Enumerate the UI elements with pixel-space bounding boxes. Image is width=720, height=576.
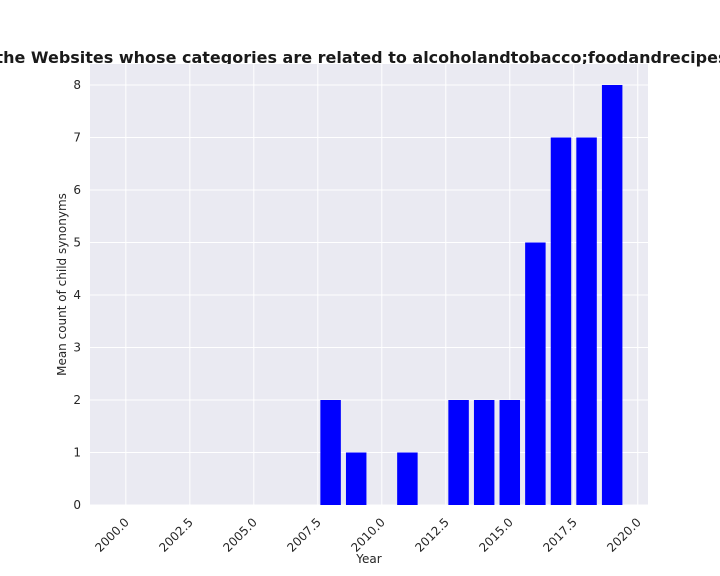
y-tick-label: 0 xyxy=(73,498,81,512)
bar xyxy=(525,242,546,505)
bar xyxy=(576,137,597,505)
bar xyxy=(448,400,469,505)
bar xyxy=(499,400,521,505)
x-tick-labels: 2000.0 2002.5 2005.0 2007.5 2010.0 2012.5 2015… xyxy=(92,515,644,555)
x-tick-label: 2005.0 xyxy=(220,515,260,555)
y-tick-label: 3 xyxy=(73,341,81,355)
y-tick-label: 7 xyxy=(73,131,81,145)
x-tick-label: 2010.0 xyxy=(348,515,388,555)
x-tick-label: 2002.5 xyxy=(156,515,196,555)
bar xyxy=(550,137,572,505)
y-tick-label: 4 xyxy=(73,288,81,302)
x-axis-label: Year xyxy=(355,552,381,566)
chart-title: Distribution of the Privacy Policies ove… xyxy=(0,48,720,67)
x-tick-label: 2000.0 xyxy=(92,515,132,555)
x-tick-label: 2007.5 xyxy=(284,515,324,555)
bar xyxy=(601,85,623,505)
bar xyxy=(345,452,367,505)
y-tick-label: 8 xyxy=(73,78,81,92)
y-axis-label: Mean count of child synonyms xyxy=(55,193,69,376)
x-tick-label: 2020.0 xyxy=(604,515,644,555)
y-tick-label: 6 xyxy=(73,183,81,197)
bars xyxy=(320,85,623,505)
y-tick-label: 1 xyxy=(73,446,81,460)
bar xyxy=(320,400,341,505)
x-tick-label: 2015.0 xyxy=(476,515,516,555)
bar xyxy=(473,400,495,505)
x-tick-label: 2017.5 xyxy=(540,515,580,555)
x-tick-label: 2012.5 xyxy=(412,515,452,555)
y-tick-label: 2 xyxy=(73,393,81,407)
y-tick-label: 5 xyxy=(73,236,81,250)
bar xyxy=(397,452,418,505)
y-tick-labels: 0 1 2 3 4 5 6 7 8 xyxy=(73,78,81,512)
